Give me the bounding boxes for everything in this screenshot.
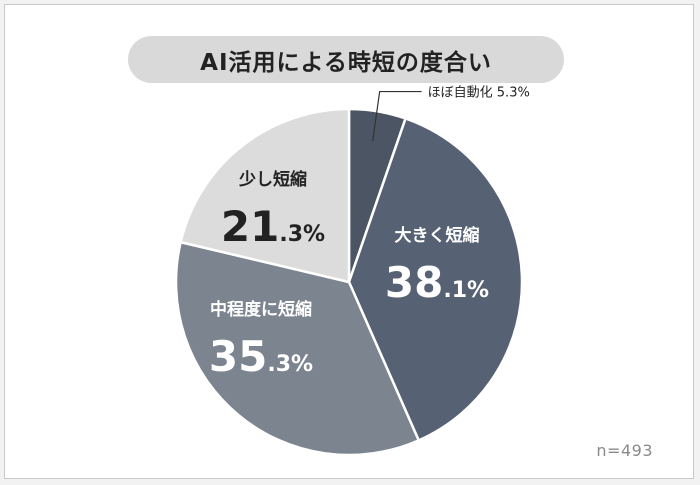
slight-reduction-label: 少し短縮 xyxy=(238,169,307,190)
slight-reduction-value: 21.3% xyxy=(221,202,325,251)
slice-slight-reduction xyxy=(179,107,351,284)
pie-chart: 大きく短縮 38.1% 中程度に短縮 35.3% 少し短縮 21.3% ほぼ自動化 5.3% xyxy=(174,86,530,457)
slice-moderate-reduction xyxy=(174,240,421,457)
slice-large-reduction xyxy=(347,116,524,442)
chart-title: AI活用による時短の度合い xyxy=(128,36,564,83)
sample-size-note: n=493 xyxy=(596,441,653,460)
moderate-reduction-label: 中程度に短縮 xyxy=(210,299,312,320)
chart-frame: AI活用による時短の度合い 大きく短縮 38.1% 中程度に短縮 35.3% 少し短縮 2… xyxy=(4,4,694,479)
almost-automated-leader-line xyxy=(372,90,422,142)
almost-automated-label: ほぼ自動化 5.3% xyxy=(428,86,530,101)
large-reduction-label: 大きく短縮 xyxy=(395,225,480,246)
moderate-reduction-value: 35.3% xyxy=(209,332,313,381)
large-reduction-value: 38.1% xyxy=(385,258,489,307)
